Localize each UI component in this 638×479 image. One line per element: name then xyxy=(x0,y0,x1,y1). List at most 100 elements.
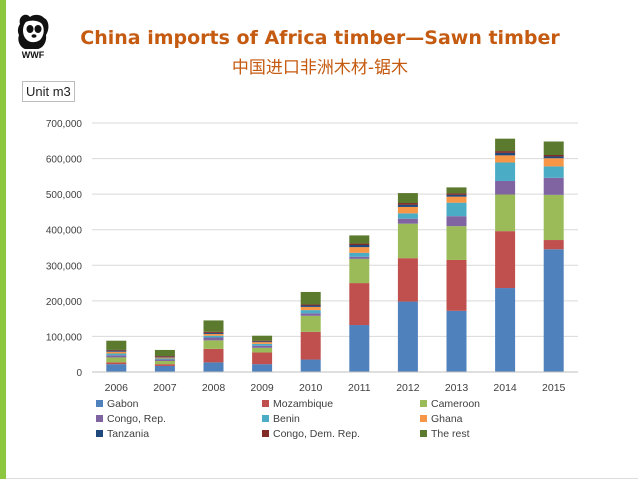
bar-segment xyxy=(543,166,564,178)
bar-segment xyxy=(543,194,564,241)
bar-segment xyxy=(397,258,418,302)
bar-segment xyxy=(446,193,467,195)
bar-segment xyxy=(300,359,321,372)
y-tick-label: 200,000 xyxy=(46,297,83,308)
bar-segment xyxy=(300,306,321,311)
bar-segment xyxy=(397,213,418,219)
bar-segment xyxy=(495,138,516,152)
bar-segment xyxy=(154,356,175,358)
x-tick-label: 2011 xyxy=(348,382,371,394)
bar-segment xyxy=(397,223,418,259)
legend-label: Mozambique xyxy=(273,398,333,410)
legend-label: Tanzania xyxy=(107,428,149,440)
bar-segment xyxy=(203,362,224,372)
legend-label: Gabon xyxy=(107,398,139,410)
bar-segment xyxy=(543,158,564,167)
bar-segment xyxy=(495,162,516,181)
bar-segment xyxy=(495,151,516,153)
legend-label: Benin xyxy=(273,413,300,425)
bar-segment xyxy=(349,256,370,259)
y-tick-label: 500,000 xyxy=(46,190,83,201)
bar-segment xyxy=(300,315,321,332)
bar-segment xyxy=(203,337,224,341)
bar-segment xyxy=(203,333,224,336)
bar-segment xyxy=(397,218,418,224)
bar-segment xyxy=(252,342,273,344)
bar-segment xyxy=(106,355,127,358)
page-subtitle: 中国进口非洲木材-锯木 xyxy=(231,58,409,78)
bar-segment xyxy=(397,203,418,205)
legend-swatch xyxy=(96,400,103,407)
bar-segment xyxy=(349,258,370,284)
legend-swatch xyxy=(420,400,427,407)
x-tick-label: 2008 xyxy=(202,382,226,394)
y-tick-label: 0 xyxy=(76,368,82,379)
bar-segment xyxy=(154,358,175,360)
bar-segment xyxy=(300,305,321,307)
bar-segment xyxy=(446,310,467,372)
bar-segment xyxy=(300,304,321,306)
x-tick-label: 2012 xyxy=(396,382,420,394)
legend-swatch xyxy=(262,430,269,437)
bar-segment xyxy=(154,357,175,359)
bar-segment xyxy=(397,206,418,214)
bar-segment xyxy=(203,320,224,332)
bar-segment xyxy=(154,349,175,356)
bar-segment xyxy=(300,313,321,316)
x-tick-label: 2010 xyxy=(299,382,323,394)
bar-segment xyxy=(349,235,370,244)
bar-segment xyxy=(446,259,467,311)
bar-segment xyxy=(446,187,467,194)
bar-segment xyxy=(252,352,273,365)
legend-swatch xyxy=(420,430,427,437)
bar-segment xyxy=(300,310,321,314)
bar-segment xyxy=(349,283,370,326)
bar-segment xyxy=(349,245,370,248)
bar-segment xyxy=(300,291,321,305)
bar-segment xyxy=(106,364,127,372)
bar-segment xyxy=(252,345,273,348)
y-tick-label: 700,000 xyxy=(46,119,83,130)
y-tick-label: 400,000 xyxy=(46,226,83,237)
bar-segment xyxy=(252,347,273,353)
bar-segment xyxy=(252,340,273,342)
x-tick-label: 2006 xyxy=(105,382,129,394)
x-tick-label: 2007 xyxy=(153,382,177,394)
bar-segment xyxy=(349,252,370,257)
bar-segment xyxy=(154,364,175,366)
bar-segment xyxy=(252,343,273,346)
bar-segment xyxy=(106,362,127,365)
bar-segment xyxy=(495,194,516,232)
bar-segment xyxy=(446,202,467,217)
legend-swatch xyxy=(96,430,103,437)
bar-segment xyxy=(446,226,467,260)
logo-text: WWF xyxy=(22,50,45,60)
bar-segment xyxy=(106,350,127,352)
bar-segment xyxy=(154,355,175,357)
bar-segment xyxy=(397,193,418,204)
bar-segment xyxy=(543,155,564,157)
bar-segment xyxy=(106,357,127,363)
x-tick-label: 2009 xyxy=(250,382,274,394)
bar-segment xyxy=(203,340,224,349)
bar-segment xyxy=(106,340,127,350)
legend-label: The rest xyxy=(431,428,470,440)
bar-segment xyxy=(154,359,175,361)
bar-segment xyxy=(543,240,564,250)
bar-segment xyxy=(495,155,516,163)
bar-segment xyxy=(203,331,224,333)
bar-segment xyxy=(106,349,127,351)
legend-swatch xyxy=(420,415,427,422)
y-tick-label: 300,000 xyxy=(46,261,83,272)
y-tick-label: 100,000 xyxy=(46,332,83,343)
y-tick-label: 600,000 xyxy=(46,155,83,166)
wwf-panda-logo: WWF xyxy=(13,10,53,60)
bar-segment xyxy=(543,156,564,159)
bar-segment xyxy=(203,332,224,334)
accent-bar xyxy=(0,0,6,479)
bar-segment xyxy=(203,335,224,338)
bar-segment xyxy=(446,196,467,203)
x-tick-label: 2015 xyxy=(542,382,566,394)
legend-label: Ghana xyxy=(431,413,463,425)
